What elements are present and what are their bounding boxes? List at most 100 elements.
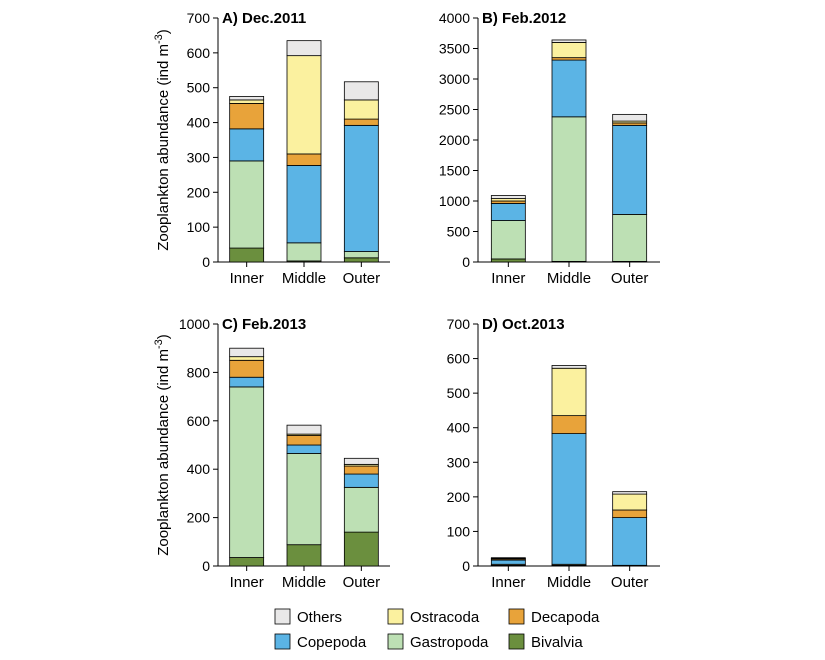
bar-segment-bivalvia-inner [490,258,526,263]
bar-segment-ostracoda-inner [229,356,265,361]
y-tick-label: 100 [447,523,471,539]
x-tick-label: Middle [282,270,326,287]
legend-label: Ostracoda [410,609,480,626]
y-tick-label: 200 [187,510,211,526]
y-tick-label: 200 [187,184,211,200]
y-tick-label: 600 [447,351,471,367]
y-tick-label: 1000 [179,316,210,332]
y-axis-title: Zooplankton abundance (ind m-3) [153,29,172,251]
x-tick-label: Middle [282,574,326,591]
bar-segment-decapoda-outer [343,118,379,126]
panel-title: C) Feb.2013 [222,316,306,333]
bar-segment-copepoda-outer [343,473,379,488]
bar-segment-ostracoda-middle [551,367,587,417]
legend-item-others: Others [274,608,342,626]
panel-4: 0 100 200 300 400 500 600 700 Inner Middle Outer D)… [447,316,660,591]
bar-segment-gastropoda-outer [343,486,379,533]
y-tick-label: 0 [202,254,210,270]
bar-segment-copepoda-middle [551,433,587,565]
y-tick-label: 200 [447,489,471,505]
x-tick-label: Outer [611,574,649,591]
bar-segment-others-inner [229,96,265,101]
y-tick-label: 0 [202,558,210,574]
bar-segment-decapoda-middle [286,153,322,166]
panel-2: 0 500 1000 1500 2000 2500 3000 3500 4000 Inner Mid… [439,10,660,287]
bar-segment-copepoda-middle [286,165,322,244]
bar-segment-bivalvia-inner [229,557,265,567]
x-tick-label: Outer [611,270,649,287]
x-tick-label: Middle [547,574,591,591]
legend-item-gastropoda: Gastropoda [387,633,489,651]
bar-segment-copepoda-inner [229,128,265,162]
bar-segment-ostracoda-outer [612,493,648,511]
y-tick-label: 3500 [439,41,470,57]
bar-segment-others-outer [343,457,379,465]
y-tick-label: 100 [187,219,211,235]
legend-item-bivalvia: Bivalvia [508,633,583,651]
legend-label: Decapoda [531,609,600,626]
x-tick-label: Inner [491,574,525,591]
bar-segment-bivalvia-outer [343,531,379,567]
panel-3: 0 200 400 600 800 1000 Inner Middle Outer C) Feb.… [153,316,390,591]
bar-segment-gastropoda-outer [343,251,379,259]
bar-segment-gastropoda-inner [229,160,265,249]
y-tick-label: 0 [462,254,470,270]
y-tick-label: 300 [447,454,471,470]
legend-label: Bivalvia [531,634,583,651]
y-axis-title: Zooplankton abundance (ind m-3) [153,334,172,556]
legend-label: Others [297,609,342,626]
bar-segment-others-middle [551,39,587,43]
bar-segment-gastropoda-middle [286,453,322,546]
legend-label: Copepoda [297,634,367,651]
bar-segment-decapoda-middle [286,434,322,446]
bar-segment-others-middle [286,424,322,435]
legend-item-ostracoda: Ostracoda [387,608,480,626]
y-tick-label: 600 [187,413,211,429]
bar-segment-others-middle [286,40,322,57]
bar-segment-bivalvia-outer [343,257,379,263]
bar-segment-others-middle [551,365,587,369]
legend-item-copepoda: Copepoda [274,633,367,651]
bar-segment-others-inner [229,347,265,358]
y-tick-label: 2000 [439,132,470,148]
y-tick-label: 500 [447,224,471,240]
bar-segment-decapoda-middle [551,415,587,434]
y-tick-label: 400 [187,461,211,477]
bar-segment-copepoda-outer [612,517,648,566]
legend-swatch [508,633,525,650]
y-tick-label: 0 [462,558,470,574]
panel-title: D) Oct.2013 [482,316,565,333]
y-tick-label: 600 [187,45,211,61]
y-tick-label: 500 [187,80,211,96]
bar-segment-copepoda-inner [490,559,526,565]
bar-segment-gastropoda-inner [490,220,526,260]
legend-label: Gastropoda [410,634,489,651]
x-tick-label: Middle [547,270,591,287]
bar-segment-others-inner [490,195,526,199]
bar-segment-ostracoda-middle [286,55,322,155]
legend-item-decapoda: Decapoda [508,608,600,626]
y-tick-label: 800 [187,364,211,380]
bar-segment-others-outer [612,113,648,122]
bar-segment-bivalvia-middle [286,544,322,567]
y-tick-label: 700 [447,316,471,332]
bar-segment-gastropoda-middle [286,242,322,262]
bar-segment-others-outer [612,491,648,495]
y-tick-label: 300 [187,149,211,165]
y-tick-label: 4000 [439,10,470,26]
bar-segment-bivalvia-inner [229,247,265,263]
bar-segment-gastropoda-middle [551,116,587,262]
y-tick-label: 3000 [439,71,470,87]
bar-segment-gastropoda-inner [229,386,265,558]
y-tick-label: 1000 [439,193,470,209]
panel-title: B) Feb.2012 [482,10,566,27]
bar-segment-copepoda-middle [551,59,587,118]
bar-segment-copepoda-outer [612,124,648,215]
bar-segment-decapoda-inner [229,103,265,130]
y-tick-label: 400 [447,420,471,436]
bar-segment-others-inner [490,557,526,559]
y-tick-label: 700 [187,10,211,26]
y-tick-label: 500 [447,385,471,401]
legend-swatch [387,608,404,625]
